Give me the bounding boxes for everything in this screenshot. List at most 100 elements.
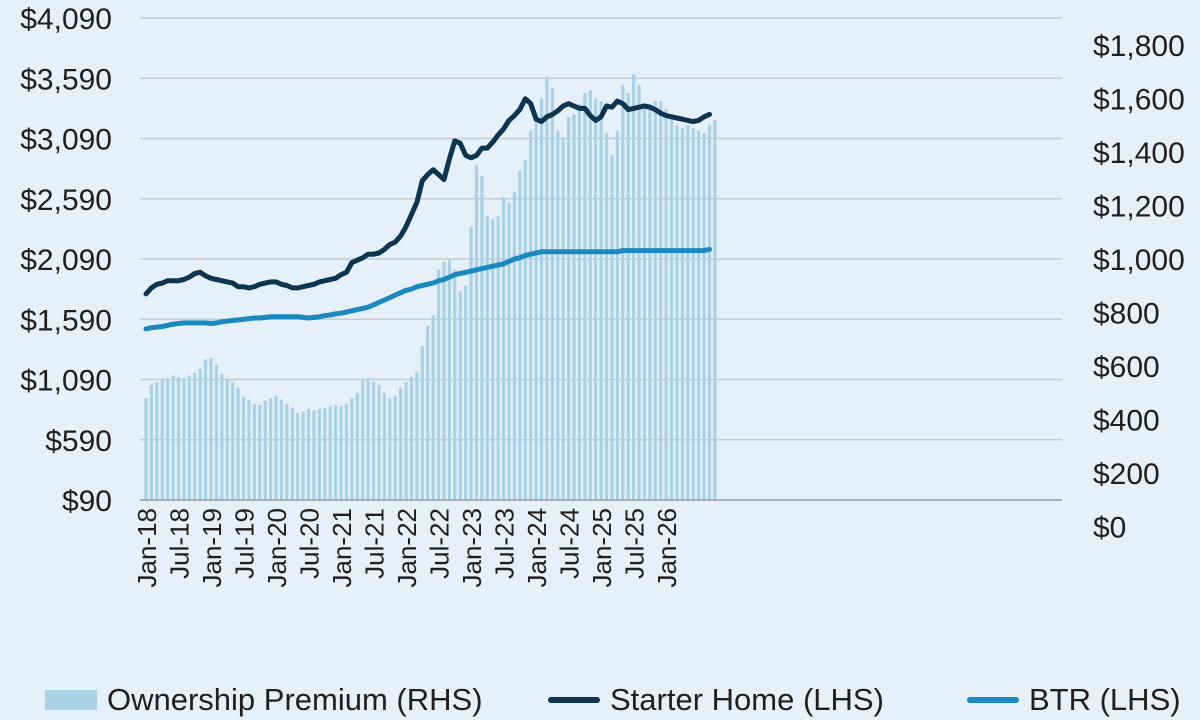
bar-ownership-premium <box>583 92 587 500</box>
y-left-tick-label: $1,590 <box>20 304 112 337</box>
bar-ownership-premium <box>464 285 468 500</box>
bar-ownership-premium <box>366 378 370 500</box>
y-right-tick-label: $600 <box>1093 351 1160 384</box>
x-tick-label: Jan-21 <box>327 508 357 588</box>
bar-ownership-premium <box>344 403 349 500</box>
bar-ownership-premium <box>263 400 267 500</box>
bar-ownership-premium <box>203 359 208 500</box>
x-tick-label: Jul-19 <box>230 508 260 579</box>
bar-ownership-premium <box>231 382 235 500</box>
bar-ownership-premium <box>539 98 544 500</box>
bar-ownership-premium <box>680 127 684 501</box>
y-right-tick-label: $1,400 <box>1093 137 1185 170</box>
bar-ownership-premium <box>545 76 549 501</box>
bar-ownership-premium <box>269 398 273 500</box>
bar-ownership-premium <box>176 376 181 500</box>
bar-ownership-premium <box>577 103 582 500</box>
bar-ownership-premium <box>285 403 289 500</box>
bar-ownership-premium <box>572 114 576 501</box>
bar-ownership-premium <box>469 226 473 500</box>
bar-ownership-premium <box>166 378 170 500</box>
y-right-tick-label: $0 <box>1093 512 1126 545</box>
bar-ownership-premium <box>458 291 462 500</box>
bar-ownership-premium <box>301 411 305 500</box>
bar-ownership-premium <box>274 395 278 500</box>
bar-ownership-premium <box>697 130 701 500</box>
x-tick-label: Jan-23 <box>457 508 487 588</box>
x-tick-label: Jul-22 <box>425 508 455 579</box>
bar-ownership-premium <box>296 412 300 500</box>
bar-ownership-premium <box>247 399 251 500</box>
x-tick-label: Jul-23 <box>490 508 520 579</box>
legend-swatch-ownership-premium <box>45 690 97 710</box>
bar-ownership-premium <box>426 325 430 500</box>
legend-item-btr: BTR (LHS) <box>967 682 1181 718</box>
bar-ownership-premium <box>393 395 397 500</box>
bar-ownership-premium <box>236 387 240 500</box>
bar-ownership-premium <box>399 387 403 500</box>
legend-item-ownership-premium: Ownership Premium (RHS) <box>45 682 483 718</box>
y-left-tick-label: $3,590 <box>20 63 112 96</box>
bar-ownership-premium <box>155 382 159 500</box>
bar-ownership-premium <box>691 127 695 501</box>
bar-ownership-premium <box>209 358 213 500</box>
x-tick-label: Jul-25 <box>620 508 650 579</box>
y-left-tick-label: $3,090 <box>20 124 112 157</box>
x-tick-label: Jan-24 <box>522 508 552 588</box>
y-left-tick-label: $4,090 <box>20 3 112 36</box>
bar-ownership-premium <box>453 269 457 500</box>
bar-ownership-premium <box>496 216 500 500</box>
bar-ownership-premium <box>653 101 657 500</box>
legend-label-starter-home: Starter Home (LHS) <box>610 682 884 717</box>
x-tick-label: Jul-21 <box>360 508 390 579</box>
bar-ownership-premium <box>415 371 419 500</box>
bar-ownership-premium <box>664 109 668 501</box>
bar-ownership-premium <box>518 170 522 500</box>
y-right-tick-label: $400 <box>1093 405 1160 438</box>
bar-ownership-premium <box>615 130 619 500</box>
bar-ownership-premium <box>149 384 154 500</box>
bar-ownership-premium <box>686 125 690 500</box>
x-tick-label: Jul-18 <box>165 508 195 579</box>
bar-ownership-premium <box>480 175 484 500</box>
bar-ownership-premium <box>675 125 679 500</box>
bar-ownership-premium <box>187 375 191 500</box>
bar-ownership-premium <box>669 114 674 501</box>
bar-ownership-premium <box>594 98 598 500</box>
bar-ownership-premium <box>279 399 284 500</box>
y-left-tick-label: $590 <box>45 425 112 458</box>
bar-ownership-premium <box>561 138 565 500</box>
bar-ownership-premium <box>317 408 321 500</box>
bar-ownership-premium <box>420 346 424 500</box>
bar-ownership-premium <box>556 130 560 500</box>
bar-ownership-premium <box>604 133 609 500</box>
legend-label-btr: BTR (LHS) <box>1029 682 1181 717</box>
bar-ownership-premium <box>220 374 224 500</box>
line-btr <box>143 246 712 332</box>
bar-ownership-premium <box>355 392 359 500</box>
bar-ownership-premium <box>632 74 636 500</box>
bar-ownership-premium <box>361 380 365 500</box>
y-left-tick-label: $90 <box>62 485 112 518</box>
bar-ownership-premium <box>491 218 495 501</box>
legend-item-starter-home: Starter Home (LHS) <box>548 682 884 718</box>
x-tick-label: Jan-18 <box>132 508 162 588</box>
bar-ownership-premium <box>436 269 441 500</box>
bar-ownership-premium <box>713 119 717 500</box>
bar-ownership-premium <box>702 133 706 500</box>
x-tick-label: Jan-25 <box>587 508 617 588</box>
bar-ownership-premium <box>442 261 446 500</box>
bar-ownership-premium <box>160 379 164 500</box>
x-tick-label: Jan-22 <box>392 508 422 588</box>
legend-swatch-starter-home <box>548 697 600 703</box>
line-starter-home <box>143 96 712 297</box>
bar-ownership-premium <box>610 154 614 501</box>
bar-ownership-premium <box>328 406 332 500</box>
bar-ownership-premium <box>339 406 343 500</box>
bar-ownership-premium <box>523 159 527 500</box>
bar-ownership-premium <box>225 379 229 500</box>
bar-ownership-premium <box>447 259 452 500</box>
bar-ownership-premium <box>382 392 386 500</box>
bar-ownership-premium <box>334 404 338 500</box>
